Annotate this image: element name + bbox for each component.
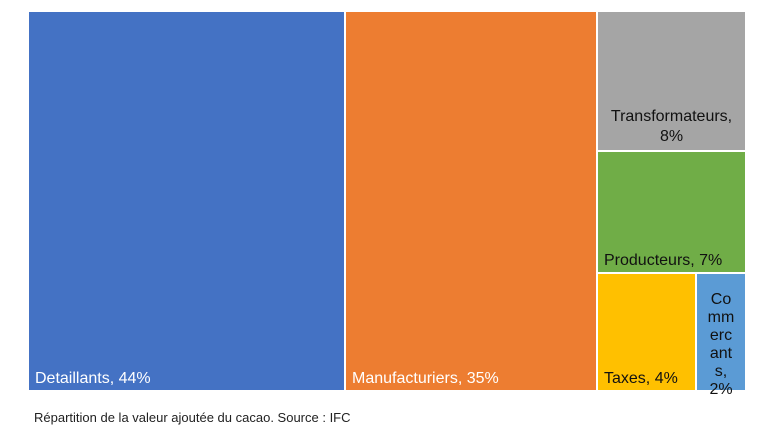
tile-label-commercants-line-3: ant bbox=[710, 345, 733, 362]
tile-label-commercants-line-1: mm bbox=[708, 309, 735, 326]
tile-label-producteurs: Producteurs, 7% bbox=[604, 252, 722, 269]
treemap-tile-transformateurs bbox=[598, 12, 745, 150]
tile-label-commercants-line-5: 2% bbox=[709, 381, 732, 398]
tile-label-manufacturiers: Manufacturiers, 35% bbox=[352, 370, 499, 387]
treemap-tile-commercants bbox=[697, 274, 745, 390]
treemap-tile-producteurs bbox=[598, 152, 745, 272]
treemap-tile-manufacturiers bbox=[346, 12, 596, 390]
tile-label-transformateurs-value: 8% bbox=[660, 128, 683, 145]
tile-label-commercants-line-2: erc bbox=[710, 327, 732, 344]
tile-label-commercants-line-4: s, bbox=[715, 363, 727, 380]
tile-label-taxes: Taxes, 4% bbox=[604, 370, 678, 387]
treemap-tile-taxes bbox=[598, 274, 695, 390]
tile-label-commercants-line-0: Co bbox=[711, 291, 732, 308]
tile-label-transformateurs: Transformateurs, bbox=[611, 108, 732, 125]
chart-caption: Répartition de la valeur ajoutée du caca… bbox=[34, 410, 351, 425]
treemap-tile-detaillants bbox=[29, 12, 344, 390]
tile-label-detaillants: Detaillants, 44% bbox=[35, 370, 151, 387]
